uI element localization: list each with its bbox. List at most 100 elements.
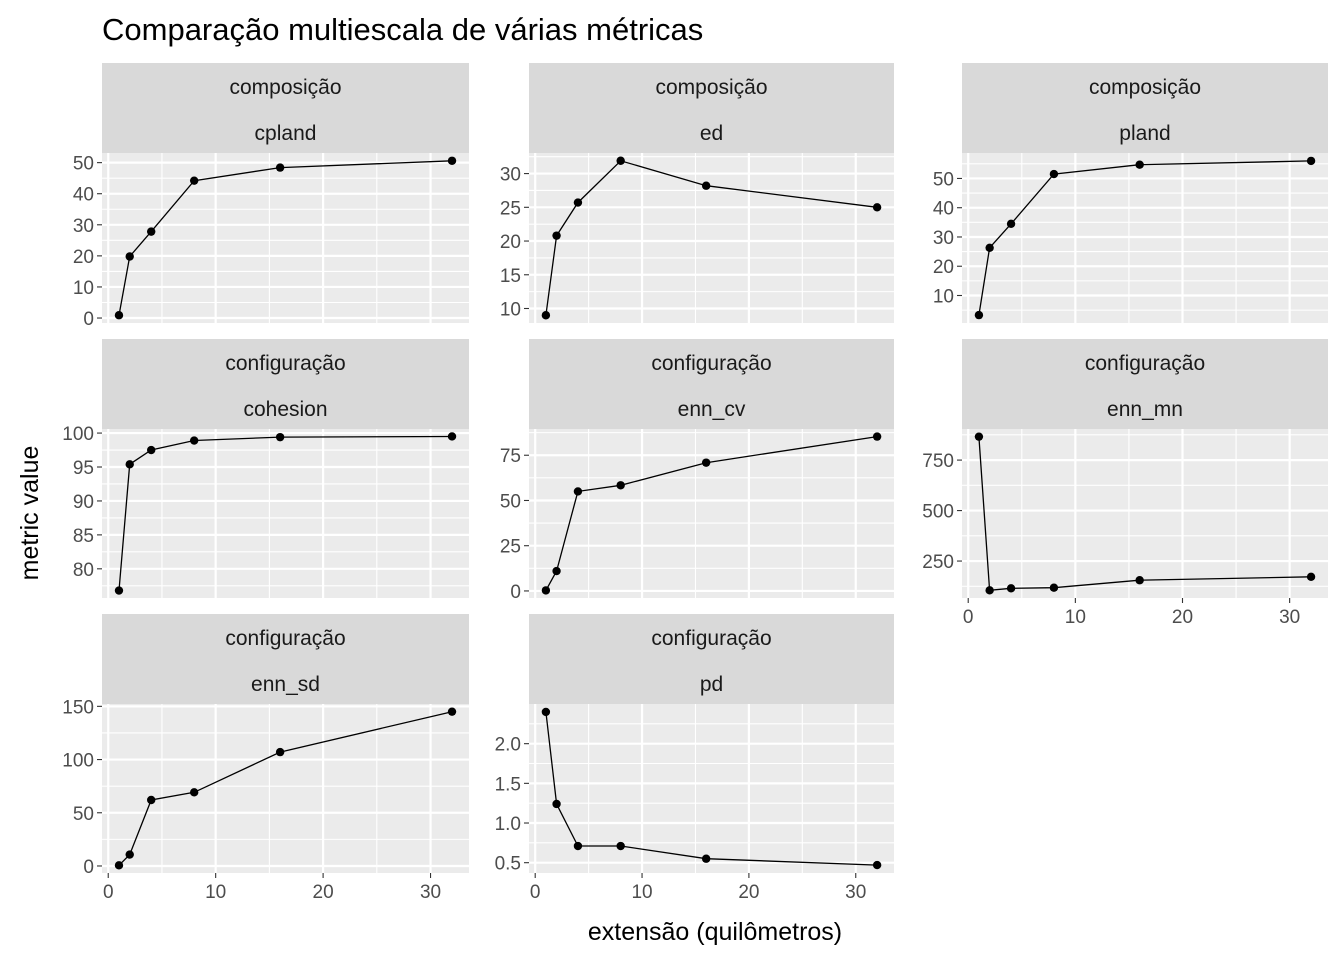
y-tick-label: 20 xyxy=(500,232,521,253)
y-axis-title: metric value xyxy=(16,446,44,581)
strip-label-metric: ed xyxy=(700,122,723,145)
y-tick-label: 15 xyxy=(500,266,521,287)
facet-panel-enn_cv: configuração enn_cv 0 25 50 75 xyxy=(500,339,894,603)
y-tick-label: 25 xyxy=(500,537,521,558)
data-point xyxy=(189,176,199,185)
panel-background xyxy=(529,704,894,873)
data-point xyxy=(1049,169,1059,179)
data-point xyxy=(114,586,124,595)
data-point xyxy=(872,860,882,870)
facet-panel-cpland: composição cpland 0 10 20 30 40 50 xyxy=(73,63,469,330)
data-point xyxy=(872,432,882,441)
y-tick-label: 2.0 xyxy=(495,735,521,756)
y-tick-label: 0 xyxy=(83,309,94,330)
data-point xyxy=(1006,584,1016,593)
panel-background xyxy=(102,704,469,873)
data-point xyxy=(1135,576,1144,585)
y-tick-label: 50 xyxy=(73,154,94,175)
strip-label-group: configuração xyxy=(651,627,771,650)
data-point xyxy=(573,487,583,496)
facet-strip xyxy=(962,63,1328,153)
y-tick-label: 30 xyxy=(933,228,954,249)
strip-label-metric: cpland xyxy=(255,122,317,145)
data-point xyxy=(125,460,134,469)
y-tick-label: 40 xyxy=(73,185,94,206)
facet-panel-pland: composição pland 10 20 30 40 50 xyxy=(933,63,1328,323)
data-point xyxy=(552,566,561,576)
data-point xyxy=(573,841,583,851)
strip-label-group: composição xyxy=(229,76,341,99)
strip-label-group: configuração xyxy=(1085,352,1205,375)
x-tick-label: 20 xyxy=(1172,607,1193,628)
data-point xyxy=(447,156,457,165)
y-tick-label: 85 xyxy=(73,526,94,547)
data-point xyxy=(147,445,156,455)
data-point xyxy=(125,850,134,859)
x-tick-label: 10 xyxy=(1065,607,1086,628)
data-point xyxy=(552,231,561,240)
data-point xyxy=(189,788,199,797)
series-line-pland xyxy=(978,160,1312,316)
facet-strip xyxy=(529,63,894,153)
facet-panels: composição cpland 0 10 20 30 40 50 composição ed 1… xyxy=(62,63,1328,903)
data-point xyxy=(985,586,994,595)
data-point xyxy=(1049,583,1059,592)
strip-label-metric: enn_mn xyxy=(1107,398,1183,421)
strip-label-metric: enn_sd xyxy=(251,673,320,696)
strip-label-metric: pd xyxy=(700,673,723,696)
data-point xyxy=(701,854,711,863)
data-point xyxy=(114,311,124,320)
x-tick-label: 20 xyxy=(738,882,759,903)
data-point xyxy=(573,198,583,207)
data-point xyxy=(189,436,199,445)
series-line-pd xyxy=(545,711,878,866)
y-tick-label: 0.5 xyxy=(495,854,521,875)
y-tick-label: 30 xyxy=(500,165,521,186)
data-point xyxy=(552,799,561,809)
strip-label-group: configuração xyxy=(651,352,771,375)
data-point xyxy=(1135,160,1144,169)
series-line-ed xyxy=(545,160,878,316)
y-tick-label: 20 xyxy=(73,247,94,268)
facet-strip xyxy=(962,339,1328,429)
data-point xyxy=(872,203,882,212)
y-tick-label: 0 xyxy=(83,857,94,878)
x-axis-title: extensão (quilômetros) xyxy=(588,918,842,946)
data-point xyxy=(447,707,457,716)
y-tick-label: 25 xyxy=(500,198,521,219)
y-tick-label: 10 xyxy=(933,286,954,307)
data-point xyxy=(616,841,625,851)
data-point xyxy=(275,747,285,757)
data-point xyxy=(701,181,711,190)
y-tick-label: 1.5 xyxy=(495,774,521,795)
facet-strip xyxy=(102,63,469,153)
y-tick-label: 95 xyxy=(73,458,94,479)
y-tick-label: 1.0 xyxy=(495,814,521,835)
data-point xyxy=(974,310,984,320)
data-point xyxy=(616,481,625,490)
x-tick-label: 30 xyxy=(1279,607,1300,628)
data-point xyxy=(275,163,285,172)
x-tick-label: 0 xyxy=(530,882,541,903)
panel-background xyxy=(102,429,469,598)
y-tick-label: 30 xyxy=(73,216,94,237)
panel-background xyxy=(529,153,894,323)
y-tick-label: 0 xyxy=(510,582,521,603)
y-tick-label: 90 xyxy=(73,492,94,513)
facet-strip xyxy=(102,339,469,429)
data-point xyxy=(114,861,124,870)
x-tick-label: 0 xyxy=(963,607,974,628)
y-tick-label: 20 xyxy=(933,257,954,278)
facet-panel-enn_mn: configuração enn_mn 250 500 750 0 10 20 30 xyxy=(922,339,1328,628)
y-tick-label: 100 xyxy=(62,751,94,772)
y-tick-label: 750 xyxy=(922,451,954,472)
data-point xyxy=(541,707,551,717)
panel-background xyxy=(102,153,469,323)
data-point xyxy=(974,432,984,441)
facet-panel-enn_sd: configuração enn_sd 0 50 100 150 0 10 20 30 xyxy=(62,614,469,903)
strip-label-metric: cohesion xyxy=(243,398,327,421)
y-tick-label: 40 xyxy=(933,199,954,220)
data-point xyxy=(1306,156,1316,166)
series-line-enn_mn xyxy=(978,436,1312,592)
